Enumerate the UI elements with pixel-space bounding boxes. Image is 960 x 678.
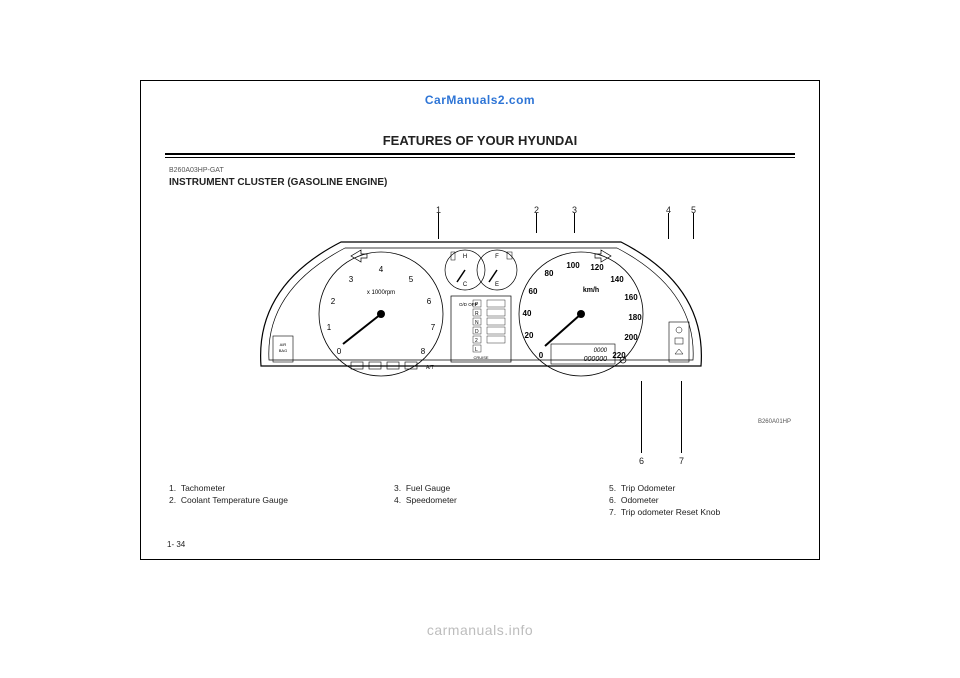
svg-text:80: 80 [545, 269, 554, 278]
svg-text:6: 6 [427, 297, 432, 306]
svg-text:220: 220 [612, 351, 626, 360]
legend-item: 2. Coolant Temperature Gauge [169, 495, 288, 507]
legend-item: 4. Speedometer [394, 495, 457, 507]
svg-text:BAG: BAG [279, 348, 287, 353]
svg-text:7: 7 [431, 323, 436, 332]
legend-item: 5. Trip Odometer [609, 483, 720, 495]
svg-text:8: 8 [421, 347, 426, 356]
svg-text:C: C [463, 282, 468, 288]
svg-text:20: 20 [525, 331, 534, 340]
watermark-top: CarManuals2.com [141, 93, 819, 107]
svg-text:4: 4 [379, 265, 384, 274]
svg-text:H: H [463, 254, 467, 260]
divider [165, 157, 795, 158]
legend-item: 7. Trip odometer Reset Knob [609, 507, 720, 519]
svg-text:1: 1 [327, 323, 332, 332]
leader-line [681, 381, 682, 453]
svg-text:100: 100 [566, 261, 580, 270]
legend-item: 3. Fuel Gauge [394, 483, 457, 495]
cluster-diagram: 0 1 2 3 4 5 6 7 8 x 1000rpm A/T [251, 226, 711, 386]
footer-watermark: carmanuals.info [0, 622, 960, 638]
svg-text:R: R [475, 311, 479, 317]
subheading: INSTRUMENT CLUSTER (GASOLINE ENGINE) [169, 177, 387, 188]
svg-text:F: F [495, 254, 499, 260]
svg-text:x 1000rpm: x 1000rpm [367, 290, 395, 296]
svg-text:140: 140 [610, 275, 624, 284]
svg-text:0: 0 [539, 351, 544, 360]
svg-text:160: 160 [624, 293, 638, 302]
svg-text:2: 2 [331, 297, 336, 306]
svg-text:L: L [475, 347, 478, 353]
svg-text:2: 2 [475, 338, 478, 344]
manual-page: CarManuals2.com FEATURES OF YOUR HYUNDAI… [140, 80, 820, 560]
doc-code: B260A03HP-GAT [169, 167, 224, 174]
legend-item: 6. Odometer [609, 495, 720, 507]
svg-text:km/h: km/h [583, 287, 599, 294]
svg-text:0000: 0000 [594, 348, 608, 354]
svg-text:N: N [475, 320, 479, 326]
svg-text:180: 180 [628, 313, 642, 322]
svg-text:0: 0 [337, 347, 342, 356]
svg-text:120: 120 [590, 263, 604, 272]
image-code: B260A01HP [758, 419, 791, 425]
svg-text:40: 40 [523, 309, 532, 318]
svg-text:5: 5 [409, 275, 414, 284]
leader-line [641, 381, 642, 453]
svg-text:E: E [495, 282, 499, 288]
legend-item: 1. Tachometer [169, 483, 288, 495]
svg-text:D: D [475, 329, 479, 335]
callout-6: 6 [639, 456, 644, 466]
callout-7: 7 [679, 456, 684, 466]
svg-text:AIR: AIR [280, 342, 287, 347]
svg-text:A/T: A/T [426, 365, 434, 371]
svg-text:000000: 000000 [584, 356, 607, 363]
page-number: 1- 34 [167, 540, 185, 549]
svg-text:3: 3 [349, 275, 354, 284]
svg-text:60: 60 [529, 287, 538, 296]
svg-text:200: 200 [624, 333, 638, 342]
section-title: FEATURES OF YOUR HYUNDAI [141, 133, 819, 148]
divider [165, 153, 795, 155]
svg-text:CRUISE: CRUISE [473, 355, 488, 360]
